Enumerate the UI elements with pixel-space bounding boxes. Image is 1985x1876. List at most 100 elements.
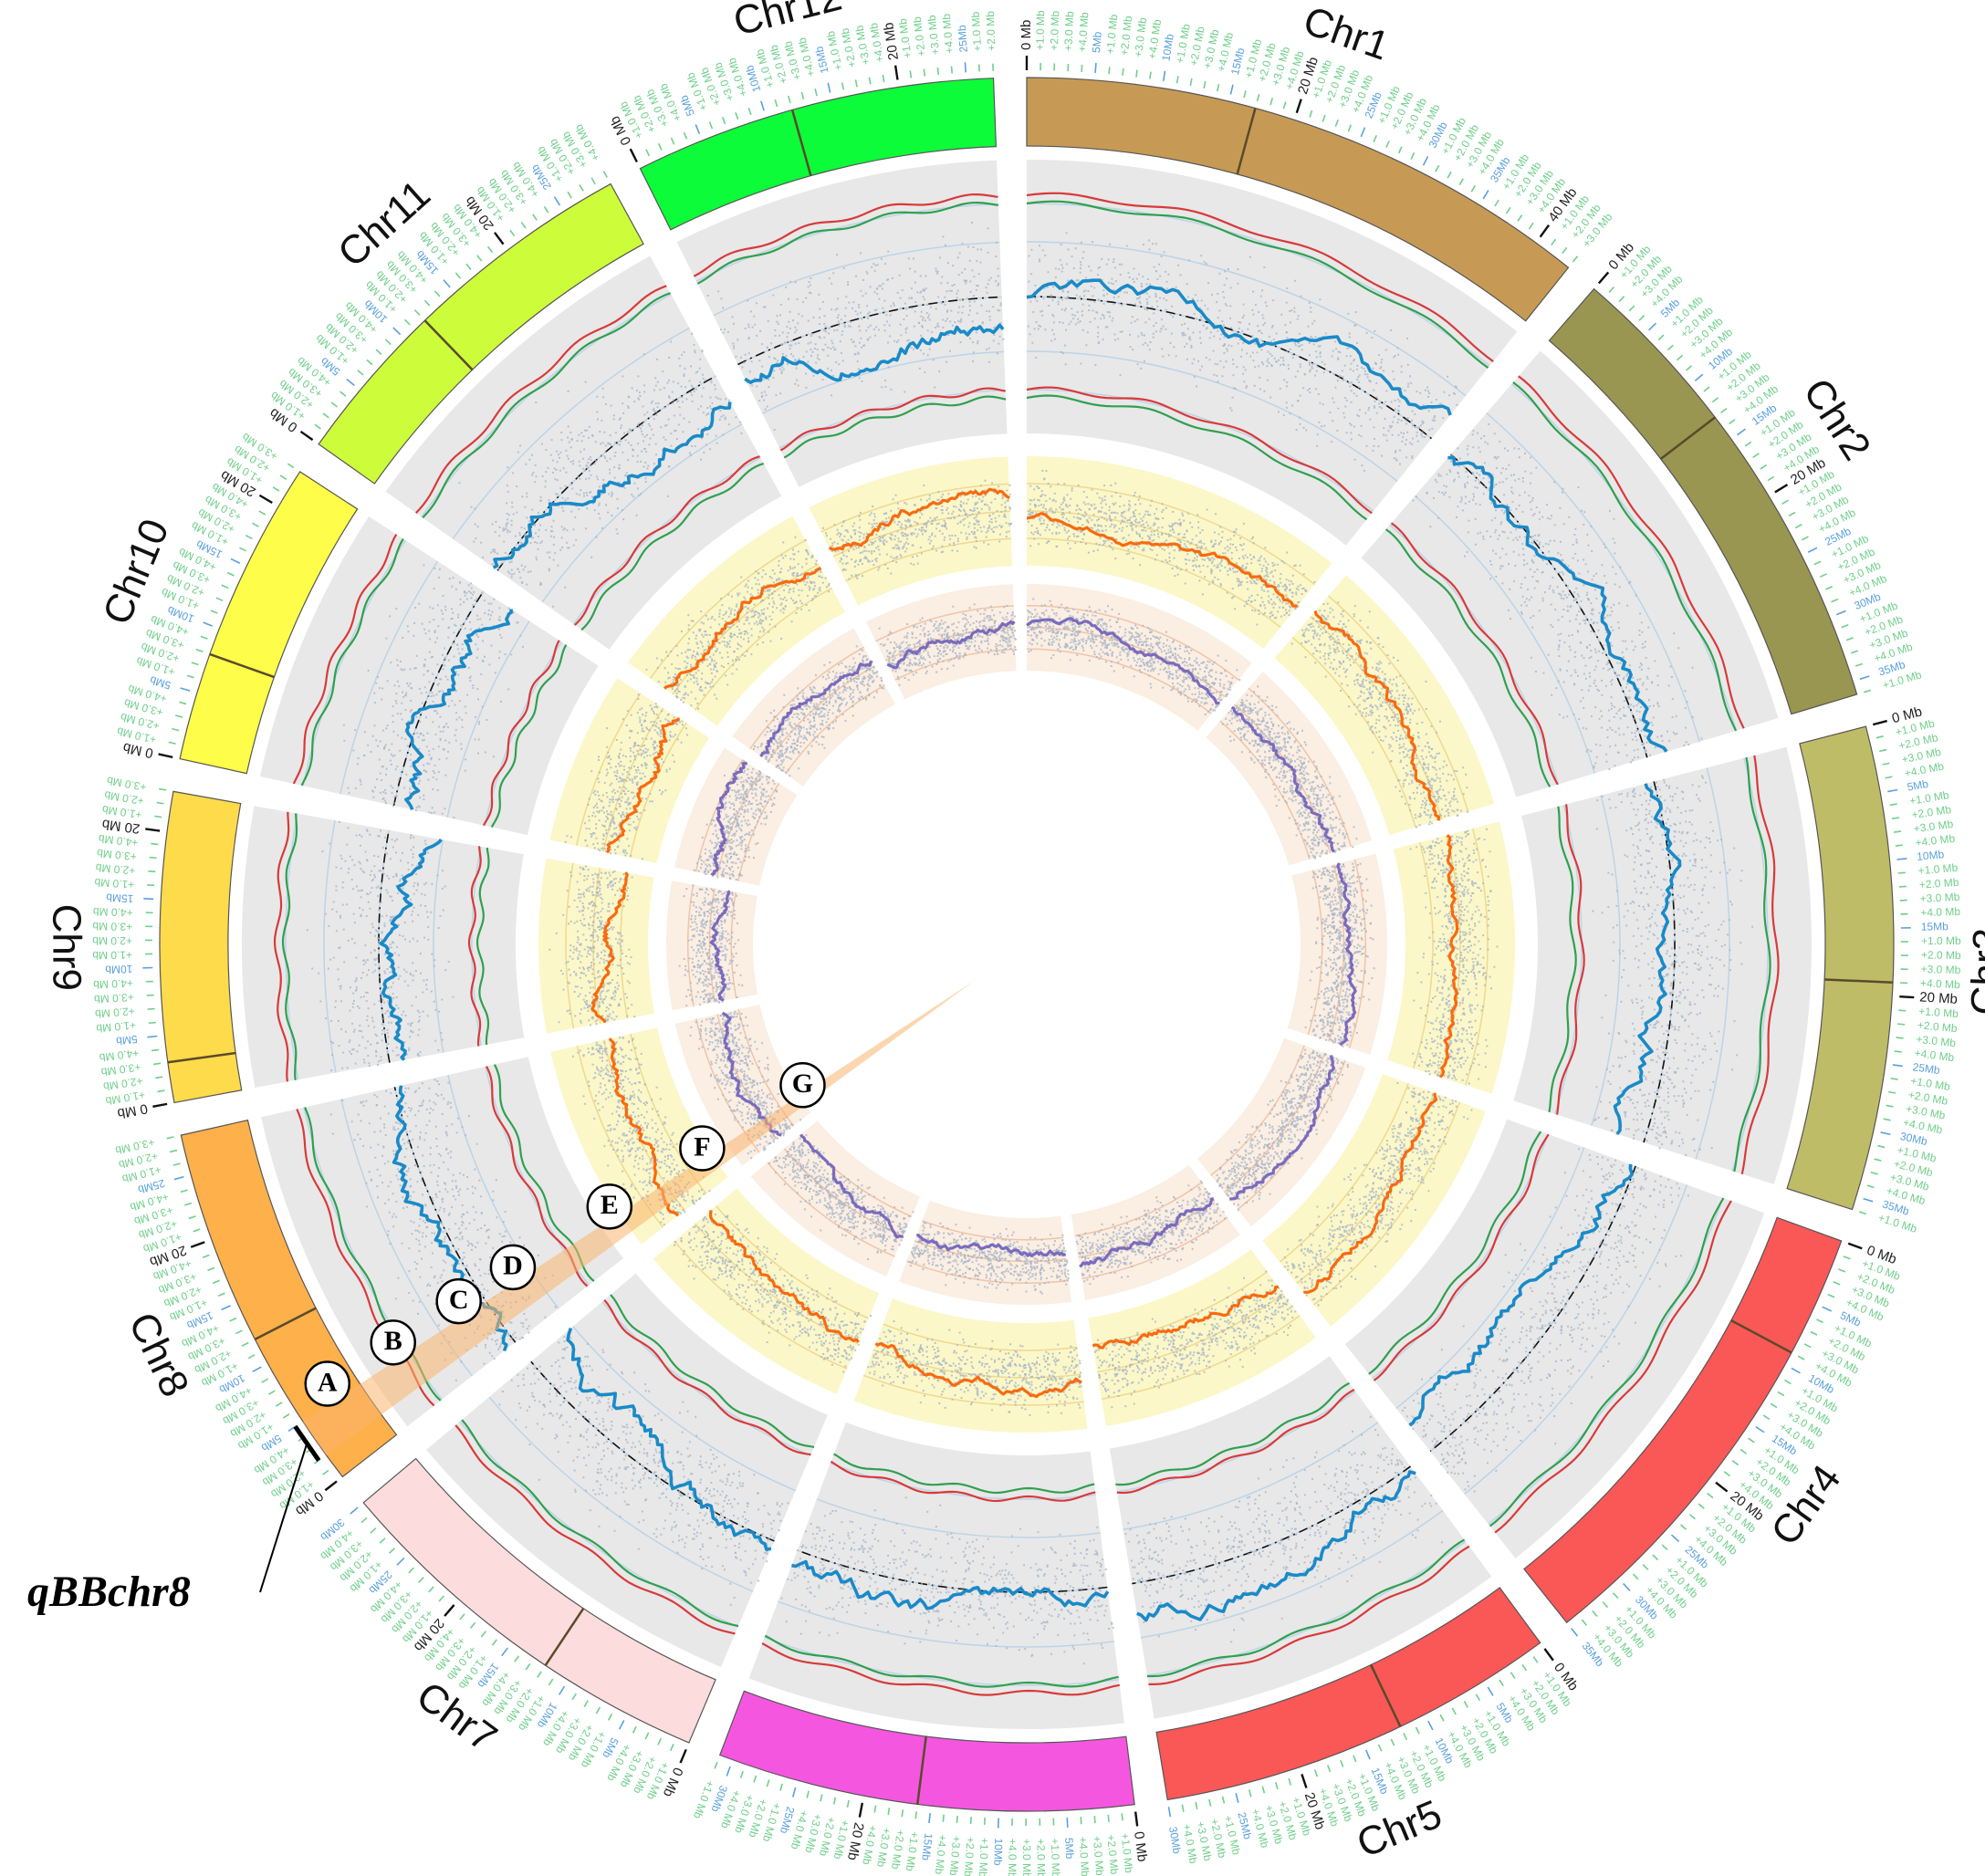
tick-mark — [331, 402, 337, 407]
tick-mark — [145, 829, 160, 830]
tick-mark — [1301, 1774, 1306, 1787]
tick-mark — [1643, 1565, 1648, 1570]
marker-e: E — [588, 1184, 632, 1228]
tick-mark — [1424, 156, 1428, 165]
marker-letter: C — [449, 1285, 469, 1315]
tick-mark — [283, 1414, 289, 1418]
tick-mark — [252, 523, 258, 526]
tick-mark — [1328, 1765, 1331, 1772]
chromosome-name-chr10: Chr10 — [94, 513, 177, 631]
tick-mark — [1789, 512, 1795, 516]
tick-label: 15Mb — [1921, 920, 1949, 933]
tick-mark — [211, 610, 217, 613]
data-tracks — [242, 160, 1812, 1729]
tick-mark — [695, 124, 699, 133]
tick-mark — [1411, 152, 1415, 159]
tick-mark — [748, 108, 751, 115]
tick-mark — [793, 1787, 796, 1798]
tick-mark — [1681, 1525, 1687, 1529]
tick-mark — [1825, 587, 1832, 589]
tick-label: +2.0 Mb — [962, 1837, 977, 1876]
tick-mark — [167, 1137, 174, 1139]
track-background — [899, 1201, 1071, 1305]
tick-mark — [1335, 120, 1338, 126]
tick-mark — [856, 79, 858, 87]
tick-mark — [1499, 1680, 1503, 1686]
tick-mark — [181, 688, 191, 691]
tick-mark — [1740, 1449, 1747, 1454]
tick-mark — [1792, 1368, 1801, 1372]
tick-mark — [1452, 1708, 1456, 1714]
tick-mark — [169, 742, 176, 744]
tick-label: 5Mb — [115, 1033, 138, 1047]
track-middle-chr9 — [538, 859, 654, 1034]
tick-label: 10Mb — [105, 963, 133, 976]
tick-mark — [1572, 1629, 1578, 1637]
tick-mark — [1677, 355, 1683, 360]
tick-mark — [1712, 398, 1718, 402]
tick-mark — [477, 255, 482, 261]
tick-mark — [596, 1707, 600, 1714]
tick-mark — [235, 1330, 242, 1334]
tick-mark — [1896, 1037, 1904, 1038]
tick-mark — [510, 230, 515, 235]
tick-mark — [741, 1771, 744, 1778]
tick-mark — [526, 1663, 530, 1670]
tick-mark — [148, 871, 155, 872]
tick-label: +4.0 Mb — [1915, 832, 1956, 849]
tick-mark — [645, 1733, 648, 1739]
tick-mark — [1836, 611, 1845, 615]
tick-mark — [1169, 1807, 1171, 1817]
tick-mark — [1544, 1649, 1552, 1661]
tick-label: +2.0 Mb — [92, 934, 132, 947]
tick-mark — [154, 816, 162, 817]
tick-mark — [620, 1720, 624, 1729]
tick-mark — [902, 1809, 903, 1817]
tick-mark — [151, 844, 158, 845]
tick-mark — [1289, 1778, 1290, 1786]
tick-mark — [1386, 141, 1389, 147]
tick-mark — [1510, 1673, 1514, 1679]
tick-mark — [1881, 1132, 1891, 1134]
tick-mark — [1204, 81, 1206, 89]
tick-mark — [521, 222, 526, 228]
tick-mark — [1768, 476, 1774, 480]
tick-mark — [1884, 1119, 1891, 1120]
track-background — [1288, 854, 1387, 1055]
tick-mark — [1315, 1770, 1318, 1777]
track-inner-chr6 — [899, 1201, 1071, 1305]
tick-mark — [193, 1229, 201, 1232]
tick-mark — [347, 379, 354, 385]
tick-mark — [227, 572, 234, 575]
tick-mark — [419, 1578, 424, 1583]
tick-mark — [444, 280, 450, 287]
tick-mark — [533, 214, 537, 221]
tick-mark — [218, 1293, 225, 1296]
track-middle-chr12 — [809, 456, 1012, 605]
tick-mark — [1708, 1493, 1713, 1497]
tick-mark — [322, 1470, 328, 1475]
tick-mark — [301, 432, 313, 440]
tick-mark — [1898, 872, 1906, 873]
tick-mark — [1522, 1664, 1527, 1671]
tick-mark — [681, 1749, 686, 1763]
tick-mark — [1848, 1244, 1862, 1248]
tick-mark — [1883, 763, 1890, 765]
tick-mark — [1808, 547, 1817, 552]
tick-mark — [568, 192, 571, 198]
tick-mark — [801, 92, 803, 99]
tick-mark — [780, 1784, 782, 1791]
tick-mark — [515, 1656, 519, 1662]
tick-mark — [1649, 323, 1656, 330]
tick-mark — [1109, 67, 1110, 74]
tick-mark — [1653, 1555, 1658, 1560]
tick-mark — [1875, 1159, 1882, 1161]
track-background — [749, 1423, 1124, 1729]
tick-mark — [1619, 297, 1624, 302]
tick-label: 10Mb — [1917, 848, 1946, 863]
tick-label: +2.0 Mb — [1918, 876, 1959, 891]
marker-a: A — [306, 1362, 350, 1406]
tick-mark — [895, 66, 897, 80]
tick-mark — [371, 1528, 376, 1533]
